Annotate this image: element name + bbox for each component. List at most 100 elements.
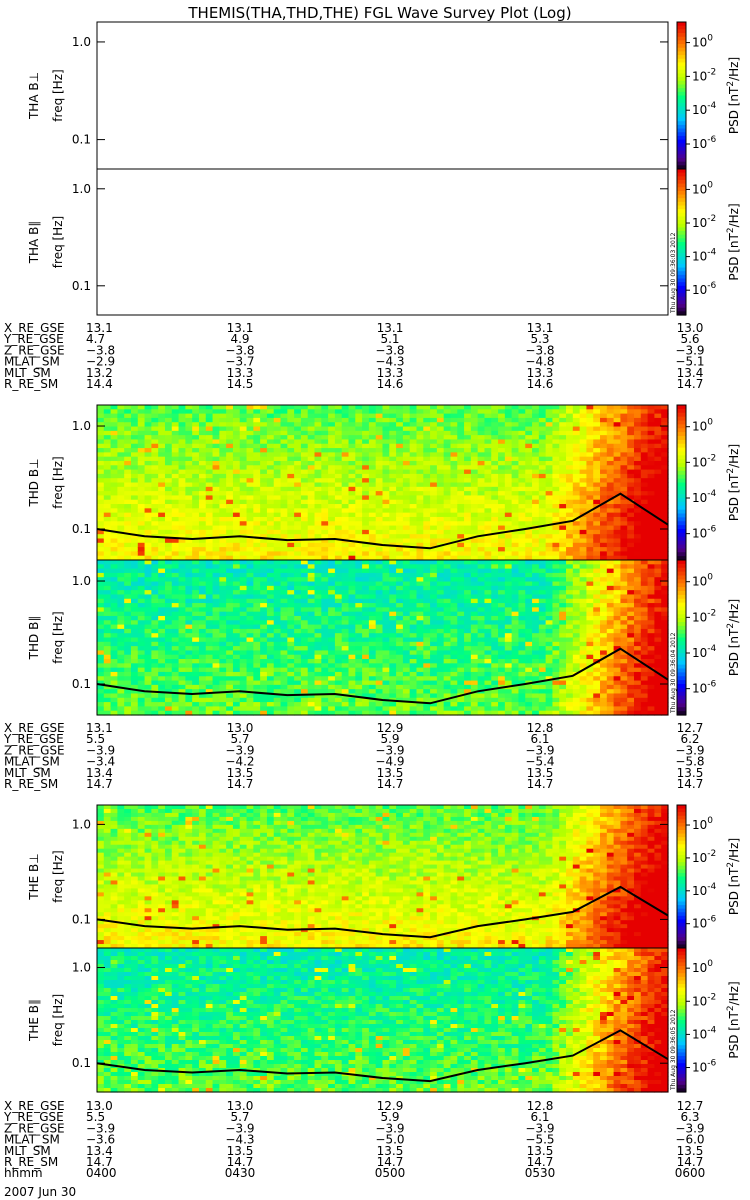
spectrogram-cell — [294, 615, 302, 621]
spectrogram-cell — [130, 495, 139, 501]
spectrogram-cell — [355, 577, 363, 583]
spectrogram-cell — [124, 663, 132, 669]
spectrogram-cell — [124, 555, 132, 561]
spectrogram-cell — [600, 542, 608, 548]
spectrogram-cell — [137, 693, 146, 699]
spectrogram-cell — [375, 534, 384, 540]
spectrogram-cell — [586, 486, 594, 492]
spectrogram-cell — [341, 439, 350, 445]
spectrogram-cell — [124, 473, 132, 479]
spectrogram-cell — [294, 659, 302, 664]
spectrogram-cell — [518, 473, 526, 479]
spectrogram-cell — [198, 478, 207, 484]
spectrogram-cell — [396, 680, 404, 686]
colorbar-step — [677, 416, 686, 422]
spectrogram-cell — [416, 491, 424, 497]
spectrogram-cell — [634, 499, 642, 505]
spectrogram-cell — [396, 499, 404, 505]
spectrogram-cell — [287, 426, 295, 432]
spectrogram-cell — [232, 521, 241, 527]
spectrogram-cell — [280, 465, 288, 471]
spectrogram-cell — [518, 443, 526, 449]
spectrogram-cells — [97, 560, 669, 716]
spectrogram-cell — [552, 405, 560, 410]
spectrogram-cell — [321, 542, 329, 548]
spectrogram-cell — [436, 430, 445, 436]
spectrogram-cell — [640, 486, 649, 492]
spectrogram-cell — [484, 413, 492, 419]
spectrogram-cell — [416, 676, 424, 682]
spectrogram-cell — [382, 611, 390, 617]
spectrogram-cell — [559, 469, 567, 475]
spectrogram-cell — [158, 547, 166, 552]
spectrogram-cell — [375, 659, 384, 664]
spectrogram-cell — [430, 534, 438, 540]
spectrogram-cell — [321, 547, 329, 552]
spectrogram-cell — [321, 671, 329, 677]
spectrogram-cell — [266, 637, 275, 643]
spectrogram-cell — [518, 529, 526, 535]
spectrogram-cell — [294, 430, 302, 436]
spectrogram-cell — [402, 555, 411, 561]
spectrogram-cell — [144, 615, 152, 621]
spectrogram-cell — [375, 499, 384, 505]
spectrogram-cell — [266, 521, 275, 527]
spectrogram-cell — [436, 508, 445, 514]
spectrogram-cell — [586, 452, 594, 458]
spectrogram-cell — [402, 710, 411, 716]
spectrogram-cell — [334, 689, 343, 695]
spectrogram-cell — [362, 590, 370, 596]
colorbar-step — [677, 285, 686, 291]
spectrogram-cell — [97, 659, 105, 664]
spectrogram-cell — [572, 508, 581, 514]
spectrogram-cell — [219, 405, 227, 410]
spectrogram-cell — [171, 663, 180, 669]
spectrogram-cell — [464, 469, 472, 475]
spectrogram-cell — [409, 448, 418, 453]
spectrogram-cell — [212, 443, 220, 449]
spectrogram-cell — [178, 547, 186, 552]
spectrogram-cell — [396, 495, 404, 501]
spectrogram-cell — [192, 611, 200, 617]
spectrogram-cell — [130, 637, 139, 643]
spectrogram-cell — [158, 417, 166, 423]
spectrogram-cell — [579, 491, 588, 497]
spectrogram-cell — [273, 547, 282, 552]
spectrogram-cell — [232, 469, 241, 475]
spectrogram-cell — [300, 654, 309, 660]
spectrogram-cell — [273, 486, 282, 492]
spectrogram-cell — [239, 633, 248, 639]
colorbar-step — [677, 245, 686, 250]
spectrogram-cell — [266, 603, 275, 608]
spectrogram-cell — [260, 409, 268, 415]
spectrogram-cell — [586, 529, 594, 535]
spectrogram-cell — [525, 529, 533, 535]
spectrogram-cell — [362, 478, 370, 484]
spectrogram-cell — [436, 534, 445, 540]
spectrogram-cell — [436, 486, 445, 492]
spectrogram-cell — [103, 650, 112, 656]
spectrogram-cell — [362, 499, 370, 505]
spectrogram-cell — [178, 430, 186, 436]
spectrogram-cell — [416, 585, 424, 591]
spectrogram-cell — [144, 521, 152, 527]
spectrogram-cell — [97, 693, 105, 699]
spectrogram-cell — [647, 473, 656, 479]
spectrogram-cell — [151, 512, 159, 518]
spectrogram-cell — [572, 430, 581, 436]
spectrogram-cell — [559, 409, 567, 415]
spectrogram-cell — [436, 491, 445, 497]
spectrogram-cell — [450, 538, 458, 544]
spectrogram-cell — [348, 465, 356, 471]
spectrogram-cell — [198, 659, 207, 664]
spectrogram-cell — [185, 422, 193, 428]
spectrogram-cell — [504, 405, 513, 410]
spectrogram-cell — [144, 508, 152, 514]
spectrogram-cell — [212, 482, 220, 488]
spectrogram-cell — [130, 529, 139, 535]
spectrogram-cell — [355, 607, 363, 613]
spectrogram-cell — [192, 512, 200, 518]
spectrogram-cell — [266, 564, 275, 570]
spectrogram-cell — [110, 650, 118, 656]
